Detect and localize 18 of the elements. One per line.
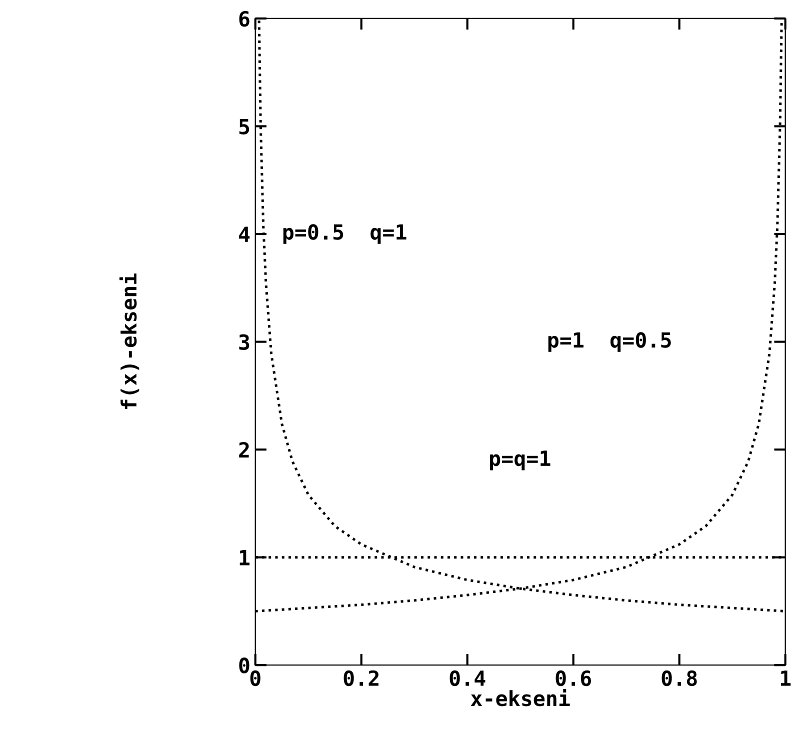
annotation: p=q=1 <box>490 450 550 470</box>
y-tick-label: 5 <box>239 118 250 134</box>
x-tick-label: 1 <box>780 670 791 686</box>
x-tick-label: 0 <box>250 670 260 686</box>
annotation: p=1 q=0.5 <box>548 332 671 352</box>
x-axis-title: x-ekseni <box>470 689 570 706</box>
y-tick-label: 6 <box>239 10 250 27</box>
annotation: p=0.5 q=1 <box>283 224 406 244</box>
y-axis-title: f(x)-ekseni <box>119 273 140 409</box>
x-tick-label: 0.4 <box>450 670 486 686</box>
y-tick-label: 2 <box>239 442 249 458</box>
x-tick-label: 0.6 <box>556 670 592 686</box>
x-tick-label: 0.2 <box>344 670 378 686</box>
y-tick-label: 4 <box>238 226 250 242</box>
y-tick-label: 3 <box>239 334 250 350</box>
x-tick-label: 0.8 <box>662 670 697 686</box>
y-tick-label: 0 <box>239 658 250 674</box>
y-tick-label: 1 <box>240 550 250 566</box>
